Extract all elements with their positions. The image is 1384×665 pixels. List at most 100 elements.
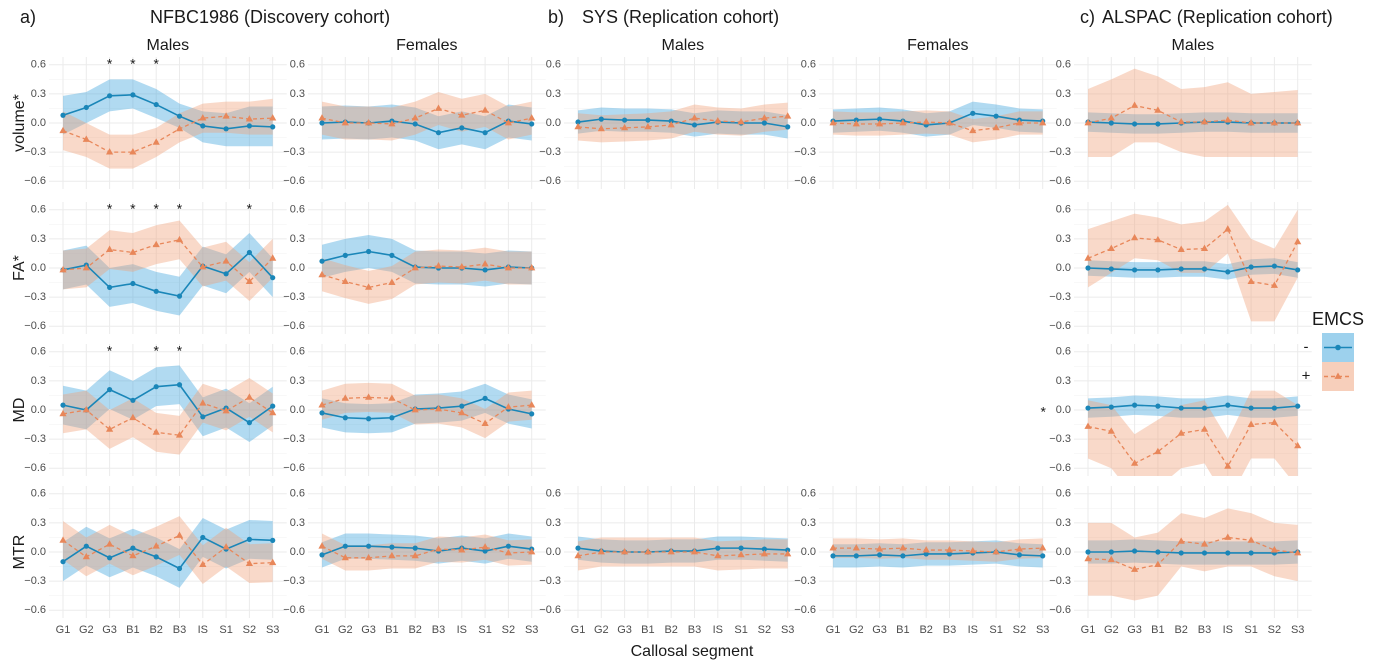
point [1155,267,1161,273]
y-tick-label: 0.0 [801,117,816,129]
row-label: MD [11,398,28,423]
point [175,124,184,132]
panel-data [318,91,536,150]
point [152,542,160,549]
point [1270,119,1278,126]
point [1270,546,1278,553]
point [153,384,159,390]
point [1107,244,1115,251]
x-tick-label: S1 [734,624,747,636]
y-tick-label: 0.0 [546,117,561,129]
point [1178,266,1184,272]
point [153,288,159,294]
point [784,112,792,119]
series-line [62,383,274,424]
confidence-band [578,536,788,564]
series-line [577,551,788,557]
panel-subtitle: Males [147,37,190,54]
point [644,548,652,555]
point [1131,101,1139,108]
x-tick-label: G2 [79,624,94,636]
point [245,393,253,400]
point [223,271,229,277]
confidence-band [322,247,532,304]
x-tick-label: IS [1223,624,1233,636]
confidence-band [1088,68,1298,157]
x-tick-label: S1 [478,624,491,636]
point [1039,544,1047,551]
series-line [833,547,1043,553]
point [270,124,276,130]
point [1132,267,1138,273]
point [1155,121,1161,127]
y-tick-label: 0.3 [1056,233,1071,245]
point [482,130,488,136]
point [246,536,252,542]
y-tick-label: −0.3 [283,291,305,303]
x-tick-label: S2 [1013,624,1026,636]
point [969,547,977,554]
point [365,553,373,561]
y-tick-label: 0.6 [1056,59,1071,71]
significance-mark: * [153,343,159,359]
confidence-band [63,365,273,443]
series-line [321,545,532,559]
x-tick-label: G3 [617,624,632,636]
point [388,551,396,559]
y-tick-label: −0.6 [1049,320,1071,332]
y-tick-label: 0.0 [290,546,305,558]
x-tick-label: B2 [408,624,421,636]
point [1084,119,1092,126]
point [175,431,184,438]
point [341,119,349,126]
point [482,267,488,273]
point [529,121,535,127]
x-tick-label: B1 [385,624,398,636]
point [922,118,930,125]
significance-mark: * [177,201,183,217]
point [481,419,489,426]
point [1108,549,1114,555]
point [969,126,977,134]
confidence-band [1088,390,1298,476]
point [1108,404,1114,410]
y-tick-label: 0.6 [290,204,305,216]
point [528,114,536,121]
x-tick-label: IS [713,624,723,636]
panel-data [59,220,277,316]
y-tick-label: 0.0 [290,262,305,274]
point [153,554,159,560]
confidence-band [63,518,273,588]
point [481,260,489,267]
point [82,406,90,413]
confidence-band [322,382,532,439]
cohort-title: ALSPAC (Replication cohort) [1102,7,1333,27]
panel-subtitle: Females [396,37,457,54]
point [246,249,252,256]
point [505,543,511,549]
point [319,410,325,416]
point [1295,267,1301,273]
y-tick-label: −0.6 [794,604,816,616]
x-tick-label: S3 [266,624,279,636]
point [830,553,836,559]
point [411,406,419,413]
point [504,548,512,556]
point [199,560,207,568]
point [411,114,419,121]
point [107,284,113,291]
point [199,263,207,270]
point [83,104,89,111]
confidence-band [322,91,532,141]
point [1271,263,1277,269]
x-tick-label: IS [198,624,208,636]
point [1015,545,1023,552]
y-tick-label: 0.3 [1056,375,1071,387]
point [176,293,183,299]
point [667,548,675,555]
point [60,112,66,118]
point [341,277,349,284]
x-tick-label: S2 [758,624,771,636]
point [714,551,722,559]
